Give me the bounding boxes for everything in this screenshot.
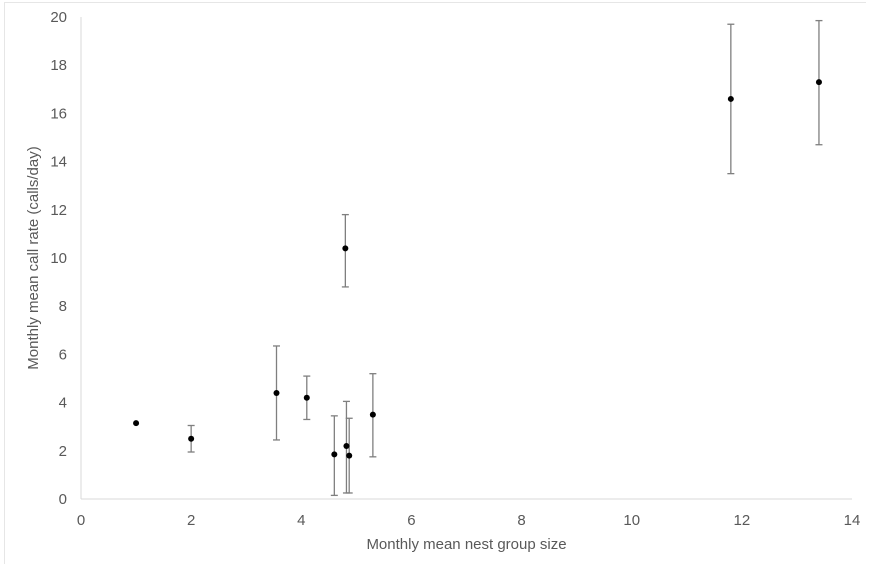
- data-point: [188, 435, 195, 442]
- data-point: [303, 394, 310, 401]
- y-tick-label: 2: [59, 443, 67, 460]
- x-tick-label: 14: [844, 512, 861, 529]
- data-point: [342, 245, 349, 252]
- y-tick-label: 4: [59, 395, 67, 412]
- x-tick-label: 2: [187, 512, 195, 529]
- x-tick-label: 12: [734, 512, 751, 529]
- data-point: [343, 442, 350, 449]
- y-axis-label: Monthly mean call rate (calls/day): [25, 146, 42, 369]
- y-tick-label: 6: [59, 346, 67, 363]
- data-point: [273, 389, 280, 396]
- y-tick-label: 10: [50, 250, 67, 267]
- data-points: [133, 79, 822, 459]
- data-point: [346, 452, 353, 459]
- data-point: [331, 451, 338, 458]
- data-point: [727, 95, 734, 102]
- y-tick-label: 8: [59, 298, 67, 315]
- y-tick-label: 16: [50, 105, 67, 122]
- x-axis-label: Monthly mean nest group size: [366, 536, 566, 553]
- data-point: [369, 411, 376, 418]
- data-point: [815, 79, 822, 86]
- y-tick-label: 20: [50, 9, 67, 26]
- x-tick-label: 4: [297, 512, 305, 529]
- y-tick-label: 0: [59, 491, 67, 508]
- chart-frame: [4, 2, 866, 564]
- y-tick-labels: 0 2 4 6 8 10 12 14 16 18 20: [50, 9, 67, 508]
- data-point: [133, 420, 140, 427]
- y-tick-label: 18: [50, 57, 67, 74]
- y-tick-label: 12: [50, 202, 67, 219]
- y-tick-label: 14: [50, 154, 67, 171]
- x-tick-label: 8: [517, 512, 525, 529]
- x-tick-label: 6: [407, 512, 415, 529]
- x-tick-label: 10: [623, 512, 640, 529]
- error-bars: [187, 19, 823, 497]
- x-tick-labels: 0 2 4 6 8 10 12 14: [77, 512, 861, 529]
- x-tick-label: 0: [77, 512, 85, 529]
- axes: [80, 17, 852, 500]
